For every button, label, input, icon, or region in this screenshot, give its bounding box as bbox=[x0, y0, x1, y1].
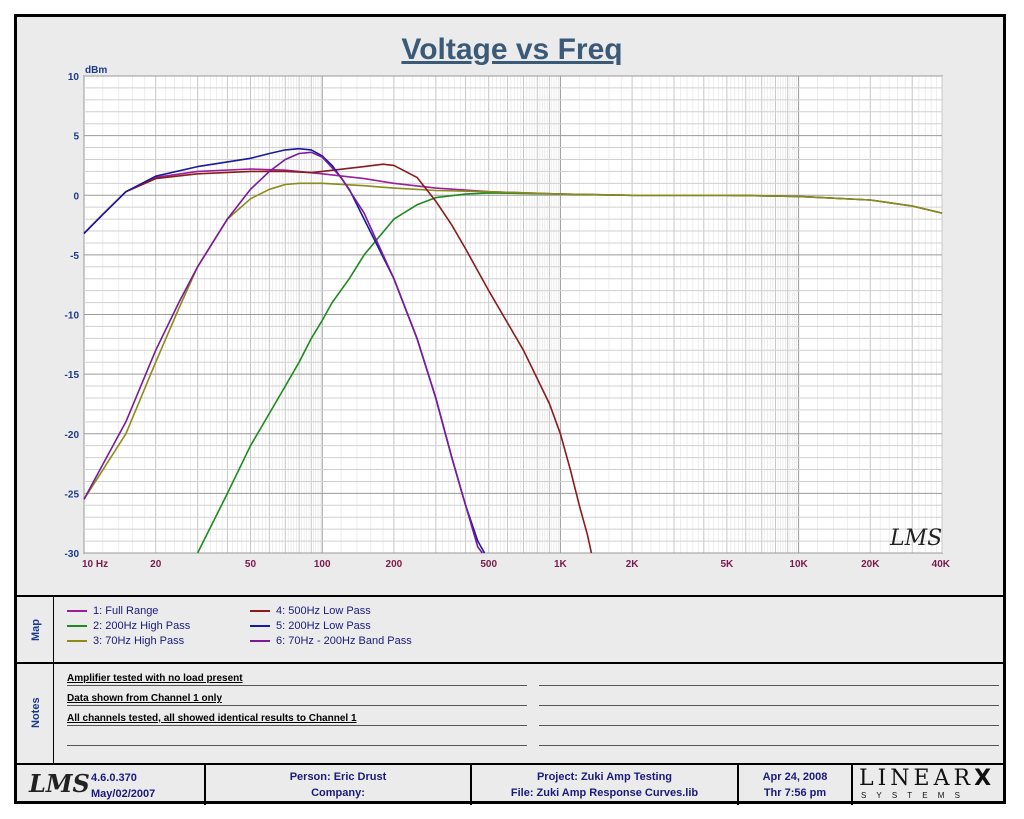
x-tick-label: 1K bbox=[554, 559, 568, 570]
footer-version: 4.6.0.370 bbox=[91, 772, 137, 784]
x-tick-label: 500 bbox=[480, 559, 497, 570]
footer-lms-logo: LMS bbox=[29, 769, 90, 798]
note-line bbox=[539, 745, 999, 746]
y-tick-label: 0 bbox=[73, 191, 79, 202]
footer-date-cell: Apr 24, 2008 Thr 7:56 pm bbox=[739, 765, 853, 805]
footer-time: Thr 7:56 pm bbox=[763, 787, 827, 799]
brand-x: X bbox=[974, 766, 996, 791]
chart-title: Voltage vs Freq bbox=[401, 33, 622, 66]
legend-label: 1: Full Range bbox=[93, 605, 159, 617]
x-tick-label: 20K bbox=[861, 559, 880, 570]
y-tick-label: -15 bbox=[65, 370, 80, 381]
legend-item: 2: 200Hz High Pass bbox=[67, 620, 190, 632]
divider-chart-legend bbox=[17, 595, 1003, 597]
footer-company: Company: bbox=[311, 787, 365, 799]
footer-date: Apr 24, 2008 bbox=[762, 771, 828, 783]
notes-separator bbox=[53, 664, 54, 763]
footer-person-cell: Person: Eric Drust Company: bbox=[206, 765, 472, 805]
note-text: Data shown from Channel 1 only bbox=[67, 693, 223, 704]
legend-item: 1: Full Range bbox=[67, 605, 158, 617]
divider-legend-notes bbox=[17, 662, 1003, 664]
y-axis-label: dBm bbox=[85, 65, 107, 76]
series-line-4 bbox=[83, 163, 593, 554]
x-tick-label: 10K bbox=[789, 559, 808, 570]
report-frame: Voltage vs Freq dBm 10 5 0 -5 -10 -15 -20 -25 -3… bbox=[14, 14, 1006, 805]
footer-version-date: May/02/2007 bbox=[91, 788, 156, 800]
y-tick-label: 10 bbox=[68, 72, 80, 83]
x-tick-label: 20 bbox=[150, 559, 162, 570]
legend-label: 4: 500Hz Low Pass bbox=[276, 605, 371, 617]
grid bbox=[83, 75, 943, 554]
y-tick-label: 5 bbox=[73, 132, 79, 143]
legend-swatch bbox=[250, 625, 270, 627]
legend-label: 6: 70Hz - 200Hz Band Pass bbox=[276, 635, 412, 647]
legend-item: 6: 70Hz - 200Hz Band Pass bbox=[250, 635, 412, 647]
legend-swatch bbox=[250, 610, 270, 612]
note-line bbox=[67, 745, 527, 746]
footer-file: File: Zuki Amp Response Curves.lib bbox=[510, 787, 699, 799]
x-tick-label: 200 bbox=[386, 559, 403, 570]
footer-project-cell: Project: Zuki Amp Testing File: Zuki Amp… bbox=[472, 765, 739, 805]
brand-logo: LINEARX bbox=[859, 767, 995, 791]
footer-person: Person: Eric Drust bbox=[289, 771, 387, 783]
x-tick-label: 100 bbox=[314, 559, 331, 570]
legend-swatch bbox=[67, 610, 87, 612]
x-tick-label: 10 Hz bbox=[82, 559, 108, 570]
series-line-6 bbox=[83, 151, 483, 554]
watermark-logo: LMS bbox=[889, 526, 942, 551]
legend-swatch bbox=[250, 640, 270, 642]
x-tick-label: 50 bbox=[245, 559, 257, 570]
footer-logo-cell: LMS 4.6.0.370 May/02/2007 bbox=[17, 765, 206, 805]
series-line-3 bbox=[83, 182, 943, 500]
legend-swatch bbox=[67, 625, 87, 627]
brand-linear: LINEAR bbox=[859, 766, 975, 791]
note-line bbox=[67, 685, 527, 686]
legend-swatch bbox=[67, 640, 87, 642]
note-text: All channels tested, all showed identica… bbox=[67, 713, 357, 724]
brand-systems: S Y S T E M S bbox=[861, 791, 964, 800]
y-tick-label: -25 bbox=[65, 489, 80, 500]
map-label: Map bbox=[30, 619, 42, 641]
y-tick-label: -5 bbox=[70, 251, 79, 262]
note-line bbox=[67, 705, 527, 706]
note-line bbox=[67, 725, 527, 726]
legend-label: 5: 200Hz Low Pass bbox=[276, 620, 371, 632]
legend-separator bbox=[53, 597, 54, 663]
footer-brand-cell: LINEARX S Y S T E M S bbox=[853, 765, 1003, 805]
y-tick-label: -20 bbox=[65, 430, 80, 441]
series-lines bbox=[83, 147, 943, 554]
note-text: Amplifier tested with no load present bbox=[67, 673, 243, 684]
y-tick-label: -10 bbox=[65, 311, 80, 322]
legend-item: 5: 200Hz Low Pass bbox=[250, 620, 371, 632]
note-line bbox=[539, 725, 999, 726]
legend-label: 2: 200Hz High Pass bbox=[93, 620, 191, 632]
x-tick-label: 2K bbox=[626, 559, 640, 570]
chart-area: Voltage vs Freq dBm 1050-5-10-15-20-25-3… bbox=[65, 33, 951, 570]
notes-label: Notes bbox=[30, 697, 42, 729]
legend-item: 3: 70Hz High Pass bbox=[67, 635, 184, 647]
note-line bbox=[539, 685, 999, 686]
legend-item: 4: 500Hz Low Pass bbox=[250, 605, 371, 617]
footer: LMS 4.6.0.370 May/02/2007 Person: Eric D… bbox=[17, 765, 1003, 805]
note-line bbox=[539, 705, 999, 706]
x-tick-label: 5K bbox=[720, 559, 734, 570]
x-tick-label: 40K bbox=[932, 559, 951, 570]
footer-project: Project: Zuki Amp Testing bbox=[536, 771, 673, 783]
y-tick-label: -30 bbox=[65, 549, 80, 560]
divider-notes-footer bbox=[17, 763, 1003, 765]
legend-label: 3: 70Hz High Pass bbox=[93, 635, 185, 647]
